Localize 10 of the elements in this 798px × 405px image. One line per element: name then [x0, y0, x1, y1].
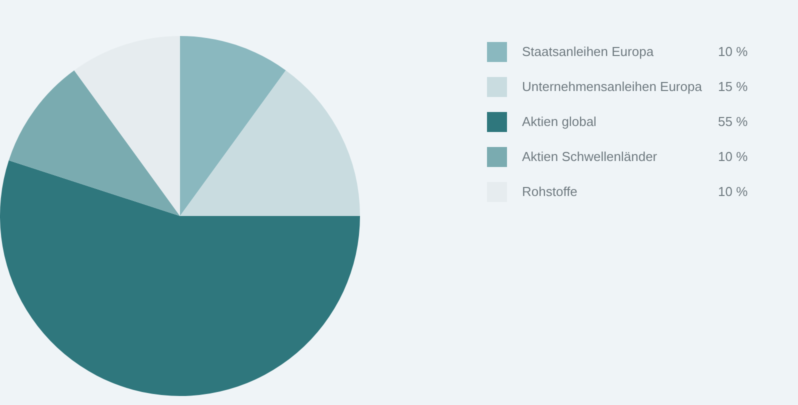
data-label: 15 % — [718, 79, 748, 94]
legend-label: Rohstoffe — [522, 184, 578, 199]
legend-label: Staatsanleihen Europa — [522, 44, 655, 59]
legend-label: Aktien Schwellenländer — [522, 149, 658, 164]
data-label: 10 % — [718, 149, 748, 164]
data-label: 10 % — [718, 184, 748, 199]
legend-label: Unternehmensanleihen Europa — [522, 79, 703, 94]
data-label: 55 % — [718, 114, 748, 129]
legend-label: Aktien global — [522, 114, 598, 129]
data-label: 10 % — [718, 44, 748, 59]
